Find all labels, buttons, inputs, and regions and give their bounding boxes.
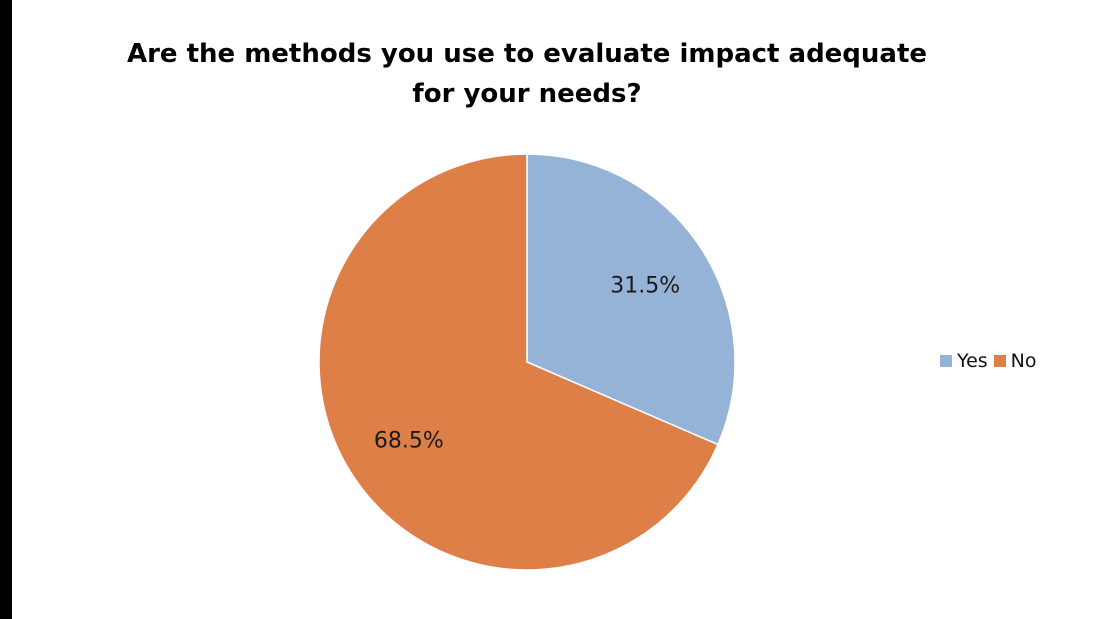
chart-legend: Yes No bbox=[940, 350, 1037, 372]
legend-label-yes: Yes bbox=[957, 350, 988, 372]
legend-item-yes: Yes bbox=[940, 350, 988, 372]
legend-swatch-no bbox=[993, 355, 1006, 367]
legend-label-no: No bbox=[1010, 350, 1037, 372]
legend-swatch-yes bbox=[940, 355, 952, 367]
chart-panel: Are the methods you use to evaluate impa… bbox=[12, 0, 1117, 619]
data-label-yes: 31.5% bbox=[610, 273, 680, 298]
chart-title-line-1: Are the methods you use to evaluate impa… bbox=[126, 39, 928, 69]
chart-title-line-2: for your needs? bbox=[412, 79, 642, 109]
pie-chart: 31.5% 68.5% bbox=[318, 153, 736, 571]
chart-title: Are the methods you use to evaluate impa… bbox=[12, 34, 1042, 114]
pie-slice-no bbox=[318, 153, 719, 571]
legend-item-no: No bbox=[993, 350, 1037, 372]
data-label-no: 68.5% bbox=[374, 429, 444, 454]
pie-slice-yes bbox=[526, 153, 736, 446]
